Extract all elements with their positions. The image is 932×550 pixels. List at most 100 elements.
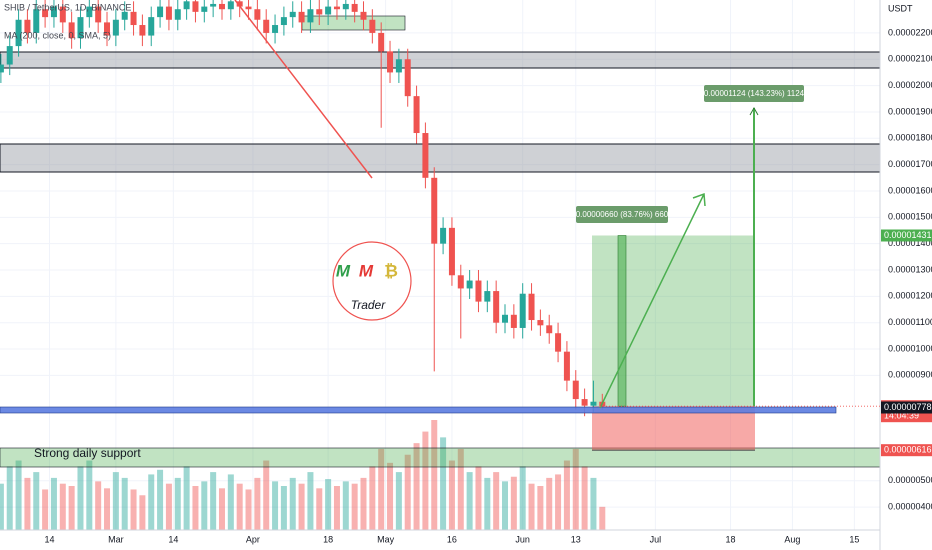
candle-body <box>466 280 473 289</box>
x-tick-label: 18 <box>323 534 333 544</box>
volume-bar <box>316 488 323 530</box>
y-tick-label: 0.00001800 <box>888 133 932 143</box>
candle-body <box>86 6 93 18</box>
candle-body <box>475 280 482 302</box>
logo-letter: ₿ <box>384 261 398 280</box>
resistance-zone <box>0 143 881 173</box>
volume-bar <box>227 474 234 530</box>
volume-bar <box>378 448 385 530</box>
volume-bar <box>68 486 75 530</box>
support-label: Strong daily support <box>34 446 141 460</box>
candle-body <box>378 32 385 52</box>
volume-bar <box>333 486 340 530</box>
volume-bar <box>218 488 225 530</box>
volume-bar <box>33 472 40 530</box>
candle-body <box>440 227 447 244</box>
x-tick-label: Aug <box>784 534 800 544</box>
candle-body <box>316 9 323 15</box>
volume-bar <box>590 477 597 530</box>
volume-bar <box>404 454 411 530</box>
price-label-box <box>881 229 932 242</box>
volume-bar <box>157 469 164 530</box>
candle-body <box>236 1 243 7</box>
volume-bar <box>112 472 119 530</box>
candle-body <box>112 19 119 36</box>
y-tick-label: 0.00002000 <box>888 80 932 90</box>
volume-bar <box>50 477 57 530</box>
candle-body <box>104 22 111 36</box>
volume-bar <box>236 483 243 530</box>
y-axis-label: USDT <box>888 3 913 13</box>
candle-body <box>59 6 66 23</box>
volume-bar <box>475 466 482 530</box>
target-annotation: 0.00000660 (83.76%) 660 <box>576 210 669 219</box>
candle-body <box>121 11 128 20</box>
candle-body <box>563 351 570 381</box>
support-line <box>0 406 837 414</box>
y-tick-label: 0.00000400 <box>888 501 932 511</box>
logo-circle <box>332 241 412 321</box>
volume-bar <box>519 466 526 530</box>
volume-bar <box>298 483 305 530</box>
candle-body <box>272 25 279 33</box>
volume-bar <box>24 477 31 530</box>
volume-bar <box>369 466 376 530</box>
volume-bar <box>537 486 544 530</box>
candle-body <box>15 19 22 47</box>
volume-bar <box>245 489 252 530</box>
candle-body <box>404 59 411 97</box>
candle-body <box>484 291 491 302</box>
candle-body <box>502 314 509 323</box>
candle-body <box>210 3 217 7</box>
price-label-box <box>881 444 932 457</box>
volume-bar <box>563 460 570 530</box>
volume-bar <box>42 489 49 530</box>
x-tick-label: Jul <box>650 534 662 544</box>
candle-body <box>227 1 234 10</box>
volume-bar <box>165 483 172 530</box>
annotation-box <box>704 85 804 102</box>
candle-body <box>139 25 146 36</box>
projection-arrow <box>599 193 705 409</box>
candle-body <box>183 1 190 10</box>
candle-body <box>165 6 172 20</box>
resistance-zone <box>0 51 881 69</box>
y-tick-label: 0.00000500 <box>888 475 932 485</box>
y-tick-label: 0.00001500 <box>888 212 932 222</box>
candle-body <box>0 64 4 73</box>
axes: 0.00002200 0.00002100 0.00002000 0.00001900… <box>45 27 932 544</box>
volume-bar <box>201 481 208 530</box>
y-tick-label: 0.00001100 <box>888 317 932 327</box>
candle-body <box>510 314 517 328</box>
x-tick-label: 18 <box>726 534 736 544</box>
candle-body <box>351 3 358 12</box>
x-tick-label: 14 <box>168 534 178 544</box>
candle-body <box>360 11 367 20</box>
volume-bar <box>395 472 402 530</box>
volume-bar <box>192 486 199 530</box>
volume-bar <box>289 477 296 530</box>
candle-body <box>387 51 394 73</box>
candle-body <box>307 9 314 23</box>
volume-bar <box>528 483 535 530</box>
candle-body <box>298 11 305 23</box>
candle-body <box>280 17 287 26</box>
candle-body <box>528 293 535 321</box>
logo-letter: M <box>359 261 374 280</box>
volume-bar <box>342 481 349 530</box>
volume-bar <box>413 443 420 530</box>
candle-body <box>555 333 562 352</box>
volume-bar <box>484 477 491 530</box>
y-tick-label: 0.00001300 <box>888 264 932 274</box>
volume-bar <box>6 466 13 530</box>
annotation-box <box>576 206 668 223</box>
price-label-box <box>881 401 932 414</box>
volume-bar <box>440 437 447 530</box>
candle-body <box>33 9 40 33</box>
candle-body <box>68 22 75 39</box>
candle-body <box>218 3 225 10</box>
arrow-head <box>692 192 706 207</box>
volume-bar <box>254 477 261 530</box>
volume-bar <box>572 448 579 530</box>
